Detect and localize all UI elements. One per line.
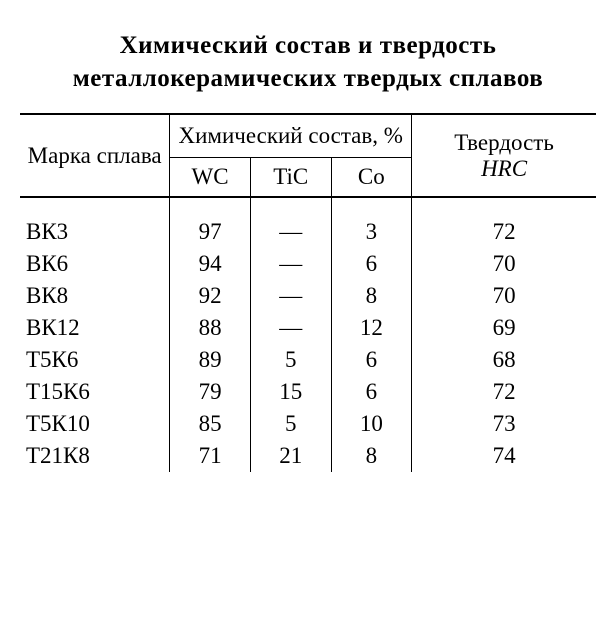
table-body: ВК397—372ВК694—670ВК892—870ВК1288—1269Т5… [20, 197, 596, 472]
cell-hrc: 68 [412, 344, 596, 376]
cell-tic: — [250, 216, 331, 248]
cell-hrc: 74 [412, 440, 596, 472]
table-row: Т5К108551073 [20, 408, 596, 440]
cell-tic: 5 [250, 344, 331, 376]
cell-wc: 89 [170, 344, 251, 376]
cell-hrc: 72 [412, 376, 596, 408]
table-row: ВК892—870 [20, 280, 596, 312]
cell-hrc: 70 [412, 248, 596, 280]
col-header-chem-group: Химический состав, % [170, 114, 412, 158]
cell-wc: 97 [170, 216, 251, 248]
table-row: ВК1288—1269 [20, 312, 596, 344]
cell-wc: 71 [170, 440, 251, 472]
cell-hrc: 69 [412, 312, 596, 344]
col-header-co: Co [331, 158, 412, 198]
cell-wc: 94 [170, 248, 251, 280]
col-header-wc: WC [170, 158, 251, 198]
cell-co: 10 [331, 408, 412, 440]
table-row: Т15К67915672 [20, 376, 596, 408]
hardness-label: Твердость [454, 130, 554, 155]
cell-co: 8 [331, 440, 412, 472]
table-row: ВК397—372 [20, 216, 596, 248]
cell-alloy: Т5К6 [20, 344, 170, 376]
cell-co: 6 [331, 344, 412, 376]
hardness-unit: HRC [481, 156, 527, 181]
cell-alloy: ВК6 [20, 248, 170, 280]
cell-hrc: 70 [412, 280, 596, 312]
cell-hrc: 73 [412, 408, 596, 440]
cell-wc: 79 [170, 376, 251, 408]
table-header: Марка сплава Химический состав, % Твердо… [20, 114, 596, 197]
cell-co: 8 [331, 280, 412, 312]
cell-tic: — [250, 248, 331, 280]
col-header-hardness: Твердость HRC [412, 114, 596, 197]
table-row: Т5К6895668 [20, 344, 596, 376]
cell-alloy: ВК8 [20, 280, 170, 312]
cell-tic: 5 [250, 408, 331, 440]
cell-alloy: Т21К8 [20, 440, 170, 472]
cell-alloy: Т15К6 [20, 376, 170, 408]
table-row: ВК694—670 [20, 248, 596, 280]
cell-tic: — [250, 312, 331, 344]
col-header-alloy: Марка сплава [20, 114, 170, 197]
cell-co: 12 [331, 312, 412, 344]
cell-wc: 88 [170, 312, 251, 344]
cell-co: 6 [331, 248, 412, 280]
col-header-tic: TiC [250, 158, 331, 198]
cell-tic: 15 [250, 376, 331, 408]
cell-alloy: ВК12 [20, 312, 170, 344]
table-row: Т21К87121874 [20, 440, 596, 472]
cell-alloy: Т5К10 [20, 408, 170, 440]
cell-wc: 85 [170, 408, 251, 440]
cell-co: 6 [331, 376, 412, 408]
cell-hrc: 72 [412, 216, 596, 248]
cell-tic: — [250, 280, 331, 312]
cell-co: 3 [331, 216, 412, 248]
composition-table: Марка сплава Химический состав, % Твердо… [20, 113, 596, 472]
spacer-row [20, 197, 596, 216]
cell-wc: 92 [170, 280, 251, 312]
cell-tic: 21 [250, 440, 331, 472]
cell-alloy: ВК3 [20, 216, 170, 248]
page-title: Химический состав и твердость металлокер… [20, 30, 596, 95]
